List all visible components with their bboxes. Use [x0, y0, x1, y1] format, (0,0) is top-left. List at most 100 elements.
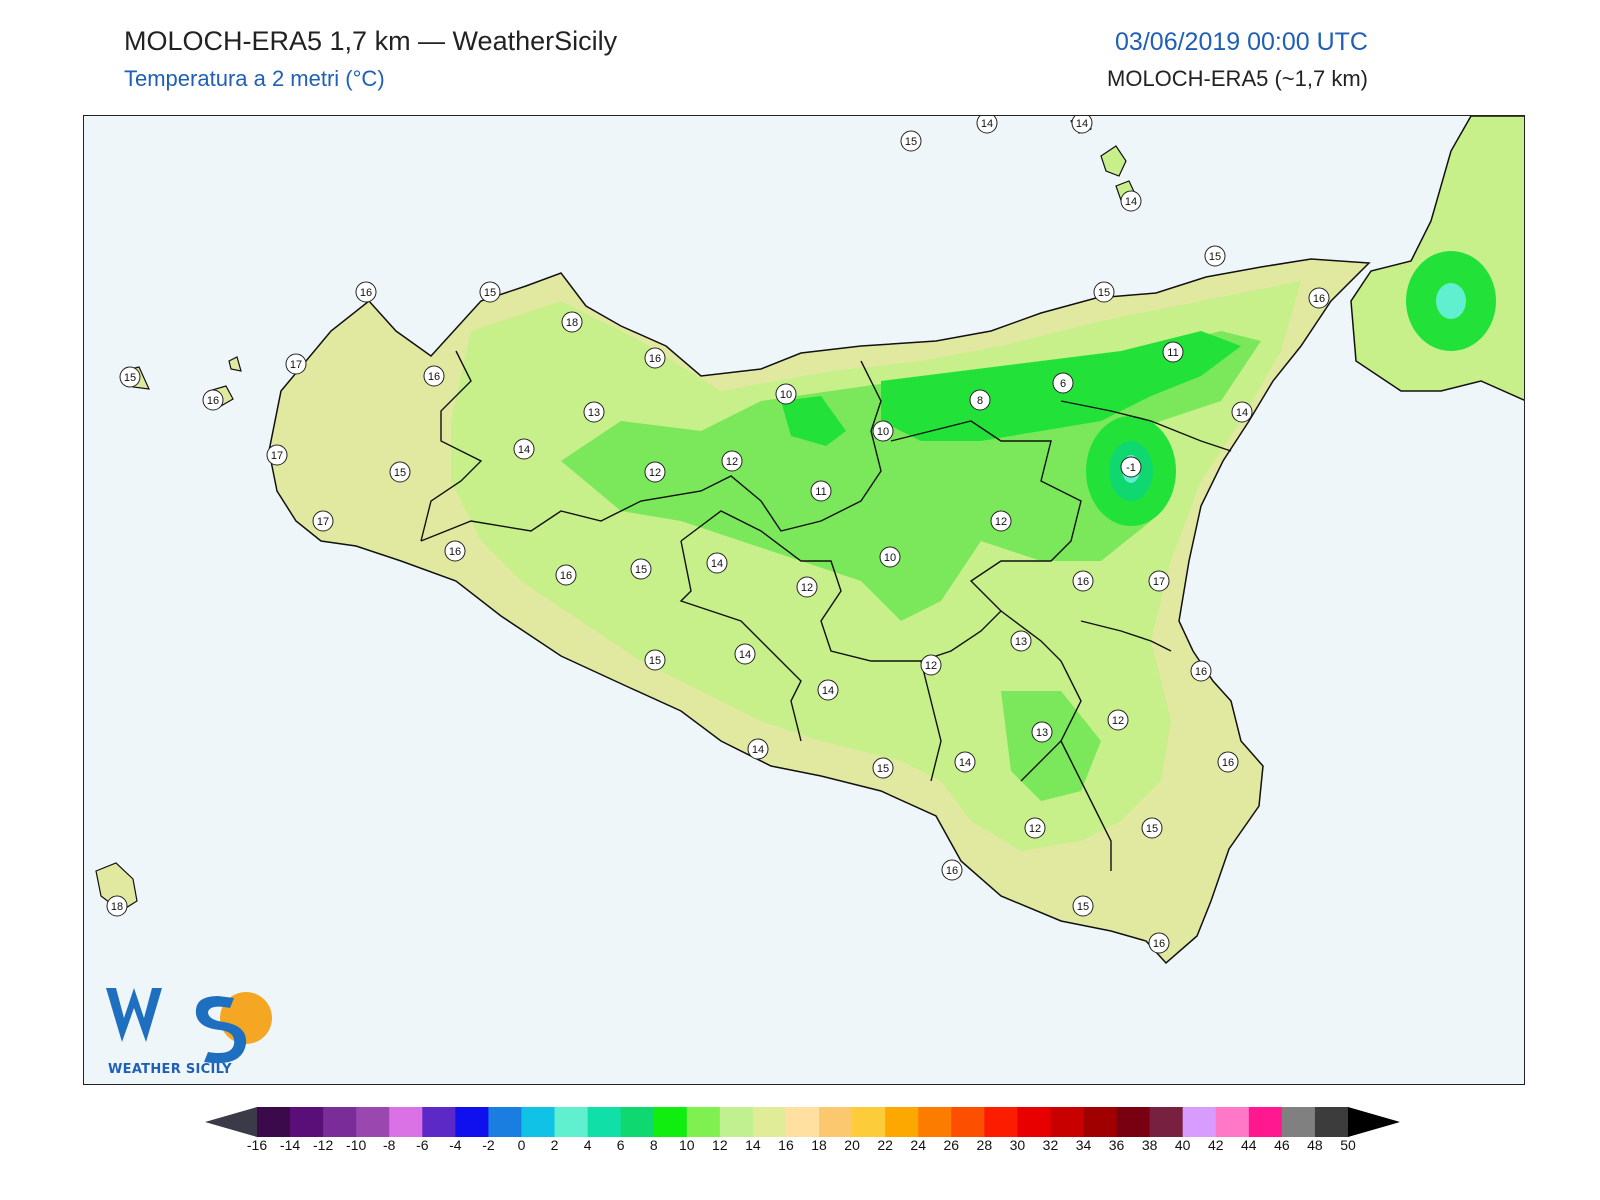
colorbar-tick-label: 0 — [517, 1137, 526, 1153]
station-marker: 14 — [513, 438, 535, 460]
map-canvas: 15 14 14 14 15 15 16 11 6 8 14 10 -1 10 12 11 12 10 16 17 16… — [95, 116, 1524, 965]
station-circle — [630, 558, 652, 580]
colorbar-cell — [719, 1107, 754, 1137]
station-circle — [1217, 751, 1239, 773]
colorbar-tick-label: 2 — [550, 1137, 559, 1153]
station-circle — [423, 365, 445, 387]
station-marker: 14 — [706, 552, 728, 574]
station-circle — [513, 438, 535, 460]
station-marker: 14 — [817, 679, 839, 701]
colorbar-cell — [1215, 1107, 1250, 1137]
station-marker: 10 — [872, 420, 894, 442]
station-marker: 16 — [444, 540, 466, 562]
colorbar-cell — [587, 1107, 622, 1137]
station-marker: 14 — [1231, 401, 1253, 423]
lipari-island — [1100, 145, 1127, 177]
station-temperature: 13 — [588, 407, 600, 419]
station-circle — [561, 311, 583, 333]
station-temperature: 16 — [1313, 293, 1325, 305]
station-marker: 16 — [1190, 660, 1212, 682]
province-boundaries — [420, 350, 1232, 871]
colorbar-tick-label: 32 — [1042, 1137, 1059, 1153]
station-circle — [583, 401, 605, 423]
station-marker: 15 — [119, 366, 141, 388]
boundary-catania-ragusa — [1000, 610, 1082, 782]
station-marker: 15 — [479, 281, 501, 303]
boundary-caltanissetta-ragusa — [920, 660, 942, 782]
colorbar-max-arrow — [1348, 1107, 1400, 1137]
colorbar-tick-label: 38 — [1141, 1137, 1158, 1153]
station-temperature: 18 — [111, 901, 123, 913]
colorbar-tick-label: 40 — [1174, 1137, 1191, 1153]
station-circle — [644, 461, 666, 483]
temperature-colorbar — [205, 1107, 1400, 1137]
boundary-agrigento-caltanissetta — [679, 540, 802, 742]
station-temperature: 15 — [877, 763, 889, 775]
colorbar-tick-label: -8 — [383, 1137, 396, 1153]
station-temperature: 8 — [977, 395, 983, 407]
station-marker: 15 — [644, 649, 666, 671]
station-marker: 16 — [355, 281, 377, 303]
station-circle — [355, 281, 377, 303]
station-marker: 6 — [1052, 372, 1074, 394]
station-marker: 12 — [644, 461, 666, 483]
colorbar-cell — [852, 1107, 886, 1137]
station-marker: 17 — [285, 353, 307, 375]
station-circle — [312, 510, 334, 532]
station-temperature: 12 — [995, 516, 1007, 528]
sicily-landmass — [268, 258, 1371, 965]
station-circle — [900, 130, 922, 152]
station-temperature: 16 — [449, 546, 461, 558]
colorbar-cell — [620, 1107, 655, 1137]
map-title: MOLOCH-ERA5 1,7 km — WeatherSicily — [124, 26, 618, 56]
boundary-enna — [680, 420, 1082, 662]
station-temperature: 16 — [207, 395, 219, 407]
colorbar-cell — [1248, 1107, 1283, 1137]
colorbar-cell — [918, 1107, 952, 1137]
colorbar-cell — [1281, 1107, 1316, 1137]
station-marker: 16 — [941, 859, 963, 881]
station-marker: 14 — [747, 738, 769, 760]
station-circle — [920, 654, 942, 676]
station-temperature: 17 — [271, 450, 283, 462]
station-marker: 11 — [810, 480, 832, 502]
station-temperature: 15 — [394, 467, 406, 479]
colorbar-cell — [290, 1107, 324, 1137]
station-temperature: 16 — [946, 865, 958, 877]
station-marker: 13 — [583, 401, 605, 423]
map-frame[interactable]: 15 14 14 14 15 15 16 11 6 8 14 10 -1 10 12 11 12 10 16 17 16… — [83, 115, 1525, 1085]
station-circle — [1120, 456, 1142, 478]
station-temperature: 10 — [884, 552, 896, 564]
station-temperature: 14 — [1236, 407, 1248, 419]
colorbar-tick-label: -2 — [482, 1137, 495, 1153]
colorbar-cell — [752, 1107, 787, 1137]
station-circle — [285, 353, 307, 375]
station-temperature: 11 — [815, 486, 826, 498]
logo-text: WEATHER SICILY — [108, 1062, 232, 1077]
station-marker: 11 — [1162, 341, 1184, 363]
colorbar-tick-label: -4 — [449, 1137, 462, 1153]
station-circle — [879, 546, 901, 568]
station-marker: 15 — [872, 757, 894, 779]
station-marker: 14 — [1071, 116, 1093, 134]
station-temperature: 17 — [1153, 576, 1165, 588]
station-marker: 14 — [976, 116, 998, 134]
station-marker: 14 — [734, 643, 756, 665]
station-temperature: 13 — [1036, 727, 1048, 739]
station-marker: 17 — [1148, 570, 1170, 592]
station-circle — [644, 649, 666, 671]
station-markers: 15 14 14 14 15 15 16 11 6 8 14 10 -1 10 12 11 12 10 16 17 16… — [106, 116, 1330, 954]
station-marker: 12 — [796, 576, 818, 598]
station-temperature: -1 — [1126, 462, 1136, 474]
station-circle — [1010, 630, 1032, 652]
station-circle — [1308, 287, 1330, 309]
station-marker: 10 — [775, 383, 797, 405]
colorbar-min-arrow — [205, 1107, 257, 1137]
station-temperature: 15 — [1146, 823, 1158, 835]
colorbar-cell — [785, 1107, 820, 1137]
colorbar-tick-label: 26 — [943, 1137, 960, 1153]
station-marker: 13 — [1010, 630, 1032, 652]
madonie-cold-zone — [781, 396, 846, 446]
station-temperature: 16 — [428, 371, 440, 383]
station-temperature: 15 — [124, 372, 136, 384]
